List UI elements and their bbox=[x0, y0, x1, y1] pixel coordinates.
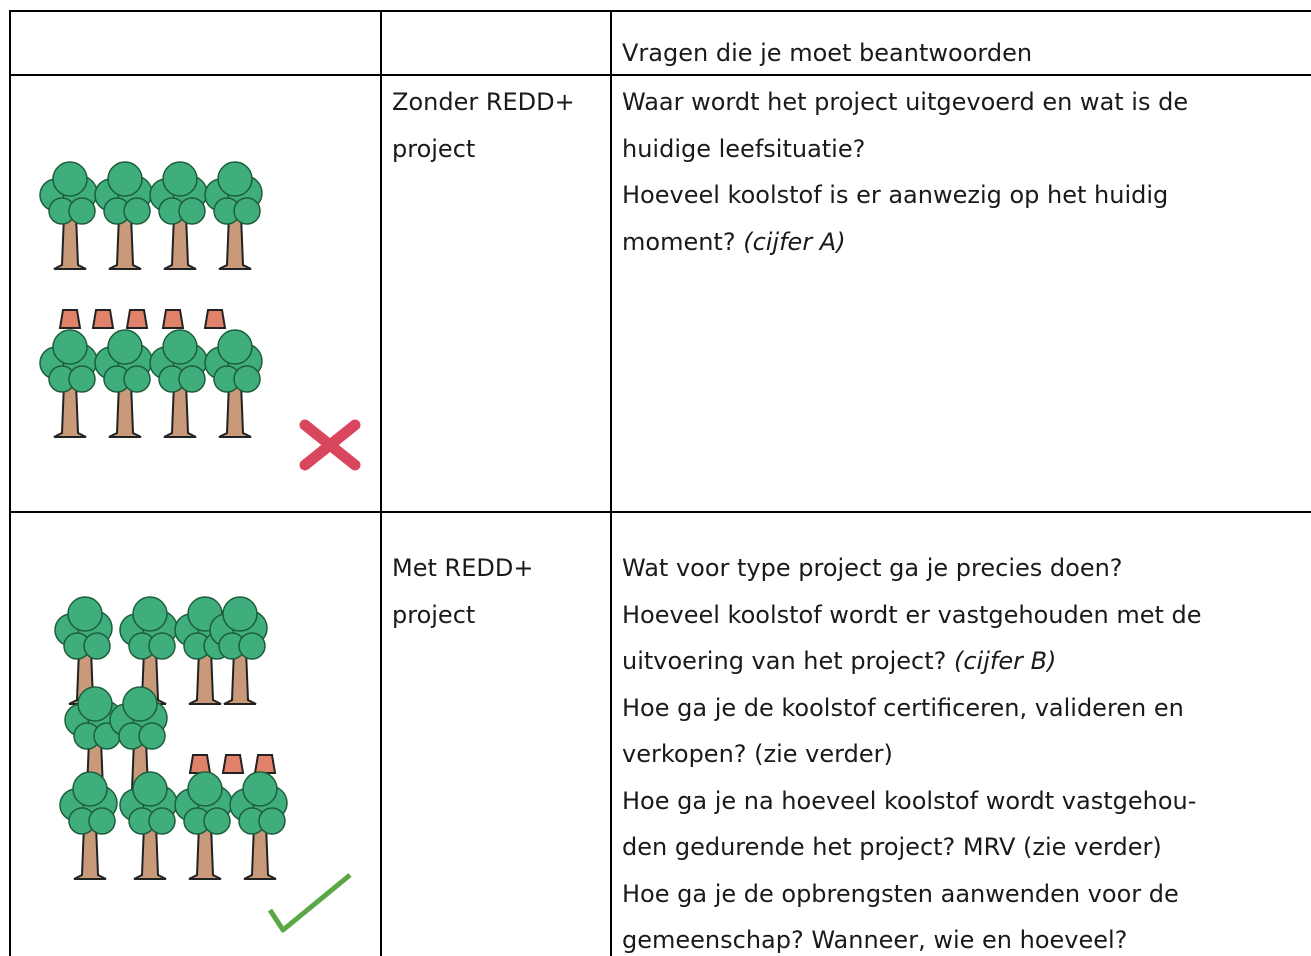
question-line: uitvoering van het project? (cijfer B) bbox=[622, 638, 1311, 685]
row-label: Zonder REDD+ project bbox=[392, 79, 607, 172]
label-line: Met REDD+ bbox=[392, 554, 534, 582]
table-border bbox=[10, 74, 1311, 76]
drawing bbox=[123, 365, 151, 393]
drawing bbox=[68, 365, 96, 393]
illustration bbox=[54, 596, 352, 933]
question-line: Hoeveel koolstof is er aanwezig op het h… bbox=[622, 181, 1169, 209]
drawing bbox=[52, 329, 88, 365]
drawing bbox=[203, 309, 227, 329]
label-line: project bbox=[392, 600, 476, 629]
question-line: Hoeveel koolstof wordt er vastgehouden m… bbox=[622, 600, 1202, 629]
label-line: Zonder REDD+ bbox=[392, 88, 575, 116]
question-line: Wat voor type project ga je precies doen… bbox=[622, 554, 1123, 582]
question-line: huidige leefsituatie? bbox=[622, 134, 866, 163]
question-line: Hoe ga je de koolstof certificeren, vali… bbox=[622, 693, 1184, 722]
drawing bbox=[58, 309, 82, 329]
drawing bbox=[83, 632, 111, 660]
drawing bbox=[238, 632, 266, 660]
drawing bbox=[299, 419, 361, 471]
label-line: project bbox=[392, 134, 476, 163]
drawing bbox=[122, 686, 158, 722]
question-line: gemeenschap? Wanneer, wie en hoeveel? bbox=[622, 926, 1128, 954]
drawing bbox=[162, 329, 198, 365]
drawing bbox=[233, 197, 261, 225]
drawing bbox=[258, 807, 286, 835]
drawing bbox=[233, 365, 261, 393]
table-border bbox=[10, 10, 1311, 12]
illustration bbox=[39, 161, 361, 471]
question-text: moment? bbox=[622, 227, 744, 256]
question-line: Hoe ga je na hoeveel koolstof wordt vast… bbox=[622, 786, 1197, 815]
drawing bbox=[187, 771, 223, 807]
drawing bbox=[161, 309, 185, 329]
table-border bbox=[10, 511, 1311, 513]
table-border bbox=[9, 10, 11, 956]
table-border bbox=[380, 10, 382, 956]
drawing bbox=[72, 771, 108, 807]
table-border bbox=[610, 10, 612, 956]
drawing bbox=[107, 329, 143, 365]
question-cell: Wat voor type project ga je precies doen… bbox=[622, 545, 1311, 956]
drawing bbox=[68, 197, 96, 225]
drawing bbox=[67, 596, 103, 632]
drawing bbox=[188, 754, 212, 774]
question-line: Hoe ga je de opbrengsten aanwenden voor … bbox=[622, 879, 1179, 908]
drawing bbox=[138, 722, 166, 750]
question-note: (cijfer B) bbox=[953, 647, 1057, 675]
row-label: Met REDD+ project bbox=[392, 545, 607, 638]
question-line: moment? (cijfer A) bbox=[622, 219, 1311, 266]
drawing bbox=[221, 754, 245, 774]
drawing bbox=[178, 197, 206, 225]
drawing bbox=[123, 197, 151, 225]
question-line: verkopen? (zie verder) bbox=[622, 740, 893, 768]
drawing bbox=[203, 807, 231, 835]
header-cell: Vragen die je moet beantwoorden bbox=[622, 39, 1033, 67]
question-cell: Waar wordt het project uitgevoerd en wat… bbox=[622, 79, 1311, 265]
drawing bbox=[162, 161, 198, 197]
drawing bbox=[178, 365, 206, 393]
drawing bbox=[217, 161, 253, 197]
question-note: (cijfer A) bbox=[743, 227, 846, 256]
drawing bbox=[77, 686, 113, 722]
drawing bbox=[125, 309, 149, 329]
drawing bbox=[253, 754, 277, 774]
drawing bbox=[132, 771, 168, 807]
drawing bbox=[132, 596, 168, 632]
drawing bbox=[222, 596, 258, 632]
question-text: uitvoering van het project? bbox=[622, 647, 954, 675]
drawing bbox=[148, 807, 176, 835]
drawing bbox=[242, 771, 278, 807]
question-line: den gedurende het project? MRV (zie verd… bbox=[622, 833, 1162, 861]
drawing bbox=[267, 873, 352, 933]
question-line: Waar wordt het project uitgevoerd en wat… bbox=[622, 88, 1189, 116]
drawing bbox=[91, 309, 115, 329]
drawing bbox=[88, 807, 116, 835]
drawing bbox=[107, 161, 143, 197]
drawing bbox=[148, 632, 176, 660]
drawing bbox=[52, 161, 88, 197]
drawing bbox=[217, 329, 253, 365]
